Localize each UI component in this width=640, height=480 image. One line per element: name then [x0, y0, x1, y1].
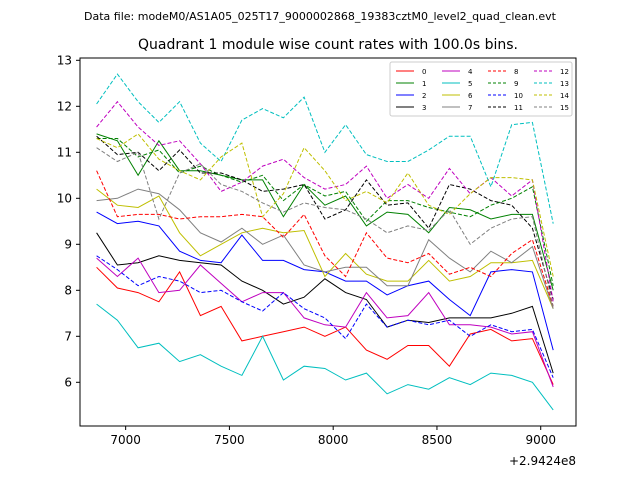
series-line-6	[96, 188, 554, 309]
series-line-4	[96, 257, 554, 388]
series-line-7	[96, 188, 554, 309]
legend-label-5: 5	[468, 80, 472, 88]
series-line-5	[96, 303, 554, 411]
y-axis: 6 7 8 9 10 11 12 13	[57, 53, 80, 389]
legend-label-7: 7	[468, 104, 472, 112]
legend-label-4: 4	[468, 68, 473, 76]
legend-label-10: 10	[514, 92, 523, 100]
legend-label-6: 6	[468, 92, 473, 100]
legend-label-15: 15	[560, 104, 569, 112]
y-tick-label: 7	[64, 329, 72, 343]
x-tick-label: 7500	[214, 433, 245, 447]
y-tick-label: 9	[64, 237, 72, 251]
legend-label-3: 3	[422, 104, 426, 112]
legend-label-9: 9	[514, 80, 518, 88]
legend-box	[389, 61, 573, 117]
chart-title: Quadrant 1 module wise count rates with …	[138, 37, 518, 53]
legend-label-14: 14	[560, 92, 569, 100]
legend-label-13: 13	[560, 80, 569, 88]
y-tick-label: 12	[57, 99, 72, 113]
legend-label-2: 2	[422, 92, 426, 100]
series-line-3	[96, 232, 554, 374]
series-line-8	[96, 170, 554, 307]
legend-label-1: 1	[422, 80, 426, 88]
legend-label-11: 11	[514, 104, 523, 112]
legend-label-0: 0	[422, 68, 426, 76]
x-tick-label: 7000	[110, 433, 141, 447]
y-tick-label: 11	[57, 145, 72, 159]
y-tick-label: 8	[64, 283, 72, 297]
chart-suptitle: Data file: modeM0/AS1A05_025T17_90000028…	[84, 10, 557, 23]
x-tick-label: 8000	[318, 433, 349, 447]
series-line-9	[96, 138, 554, 286]
y-tick-label: 13	[57, 53, 72, 67]
series-line-13	[96, 73, 554, 224]
series-line-15	[96, 147, 554, 307]
series-line-11	[96, 135, 554, 300]
series-layer	[96, 73, 554, 411]
legend-label-12: 12	[560, 68, 569, 76]
x-tick-label: 9000	[525, 433, 556, 447]
y-tick-label: 6	[64, 375, 72, 389]
series-line-14	[96, 133, 554, 277]
y-tick-label: 10	[57, 191, 72, 205]
series-line-10	[96, 255, 554, 378]
x-offset-label: +2.9424e8	[509, 454, 576, 468]
legend-label-8: 8	[514, 68, 518, 76]
x-tick-label: 8500	[422, 433, 453, 447]
x-axis: 7000 7500 8000 8500 9000	[110, 426, 556, 447]
plot-frame	[79, 57, 577, 427]
